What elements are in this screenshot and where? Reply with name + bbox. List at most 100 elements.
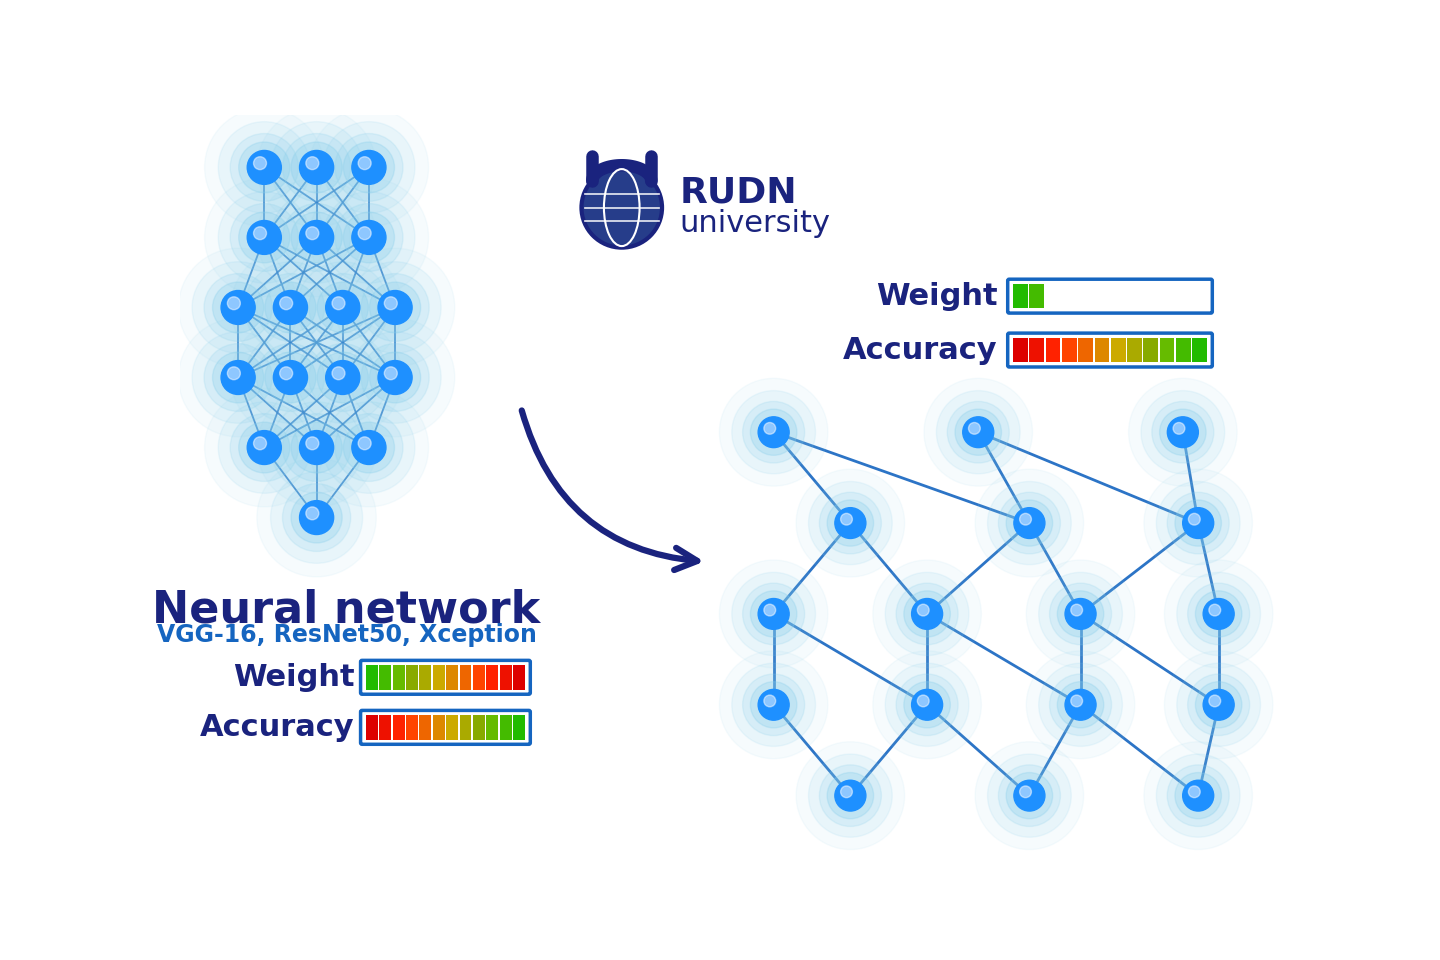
Circle shape [282,414,351,481]
Circle shape [1152,401,1214,463]
Circle shape [361,274,429,342]
Circle shape [253,227,266,240]
Circle shape [1176,663,1260,746]
Circle shape [282,484,351,551]
Circle shape [827,773,874,819]
Circle shape [370,282,420,333]
Circle shape [204,274,272,342]
Circle shape [873,560,981,668]
Circle shape [763,695,776,707]
Bar [1094,338,1109,362]
Circle shape [963,417,994,447]
Circle shape [323,122,415,213]
Circle shape [282,204,351,272]
Text: Neural network: Neural network [153,588,541,632]
Circle shape [230,133,298,202]
Bar [446,715,458,739]
Circle shape [253,156,266,170]
Circle shape [841,514,852,525]
Bar [1079,338,1093,362]
Bar [459,715,471,739]
Bar [513,665,524,689]
Text: Weight: Weight [233,662,354,692]
Circle shape [1007,500,1053,546]
Circle shape [955,409,1001,455]
Circle shape [256,458,376,577]
Circle shape [1020,514,1031,525]
Circle shape [750,682,796,728]
Circle shape [1057,590,1104,637]
Circle shape [827,500,874,546]
Circle shape [256,344,324,412]
Bar [500,715,511,739]
Circle shape [325,361,360,395]
Circle shape [917,604,929,616]
FancyArrowPatch shape [521,411,697,570]
Circle shape [308,274,377,342]
Bar [419,715,432,739]
Circle shape [284,249,402,367]
Circle shape [297,332,389,423]
Text: VGG-16, ResNet50, Xception: VGG-16, ResNet50, Xception [157,623,537,647]
Circle shape [1020,786,1031,798]
Circle shape [300,431,334,465]
Circle shape [841,786,852,798]
Circle shape [359,437,372,449]
Circle shape [305,507,318,519]
Circle shape [1014,508,1045,539]
Bar [1128,338,1142,362]
Circle shape [808,754,893,837]
Circle shape [308,344,377,412]
Circle shape [1195,682,1241,728]
Circle shape [204,179,324,297]
Circle shape [1050,583,1112,645]
Circle shape [204,388,324,507]
Circle shape [323,402,415,493]
Circle shape [896,674,958,735]
Circle shape [336,249,455,367]
Circle shape [253,437,266,449]
Circle shape [1156,482,1240,564]
Circle shape [732,391,815,474]
Circle shape [1210,695,1221,707]
Circle shape [763,422,776,434]
Circle shape [192,262,284,353]
FancyBboxPatch shape [360,710,530,744]
Circle shape [1188,674,1250,735]
Bar [1110,338,1126,362]
Circle shape [256,388,376,507]
Circle shape [239,422,289,473]
Circle shape [1057,682,1104,728]
Circle shape [1007,773,1053,819]
Circle shape [291,492,343,543]
Circle shape [351,221,386,254]
Circle shape [348,262,441,353]
Circle shape [274,361,308,395]
Circle shape [230,414,298,481]
Circle shape [743,401,805,463]
Circle shape [1204,598,1234,630]
Circle shape [222,361,255,395]
Circle shape [379,361,412,395]
Bar [366,665,377,689]
Circle shape [904,590,950,637]
Text: Accuracy: Accuracy [842,336,998,365]
Circle shape [988,482,1071,564]
Circle shape [305,437,318,449]
Circle shape [213,352,264,403]
Circle shape [325,291,360,324]
Circle shape [732,572,815,656]
Circle shape [219,192,310,283]
Circle shape [336,133,403,202]
Circle shape [1066,689,1096,720]
Circle shape [265,282,315,333]
Bar [433,665,445,689]
Circle shape [1129,378,1237,486]
Circle shape [265,352,315,403]
Bar [1045,284,1060,308]
Circle shape [271,471,363,564]
Circle shape [305,156,318,170]
Circle shape [1174,422,1185,434]
Circle shape [1159,409,1207,455]
Circle shape [1071,604,1083,616]
